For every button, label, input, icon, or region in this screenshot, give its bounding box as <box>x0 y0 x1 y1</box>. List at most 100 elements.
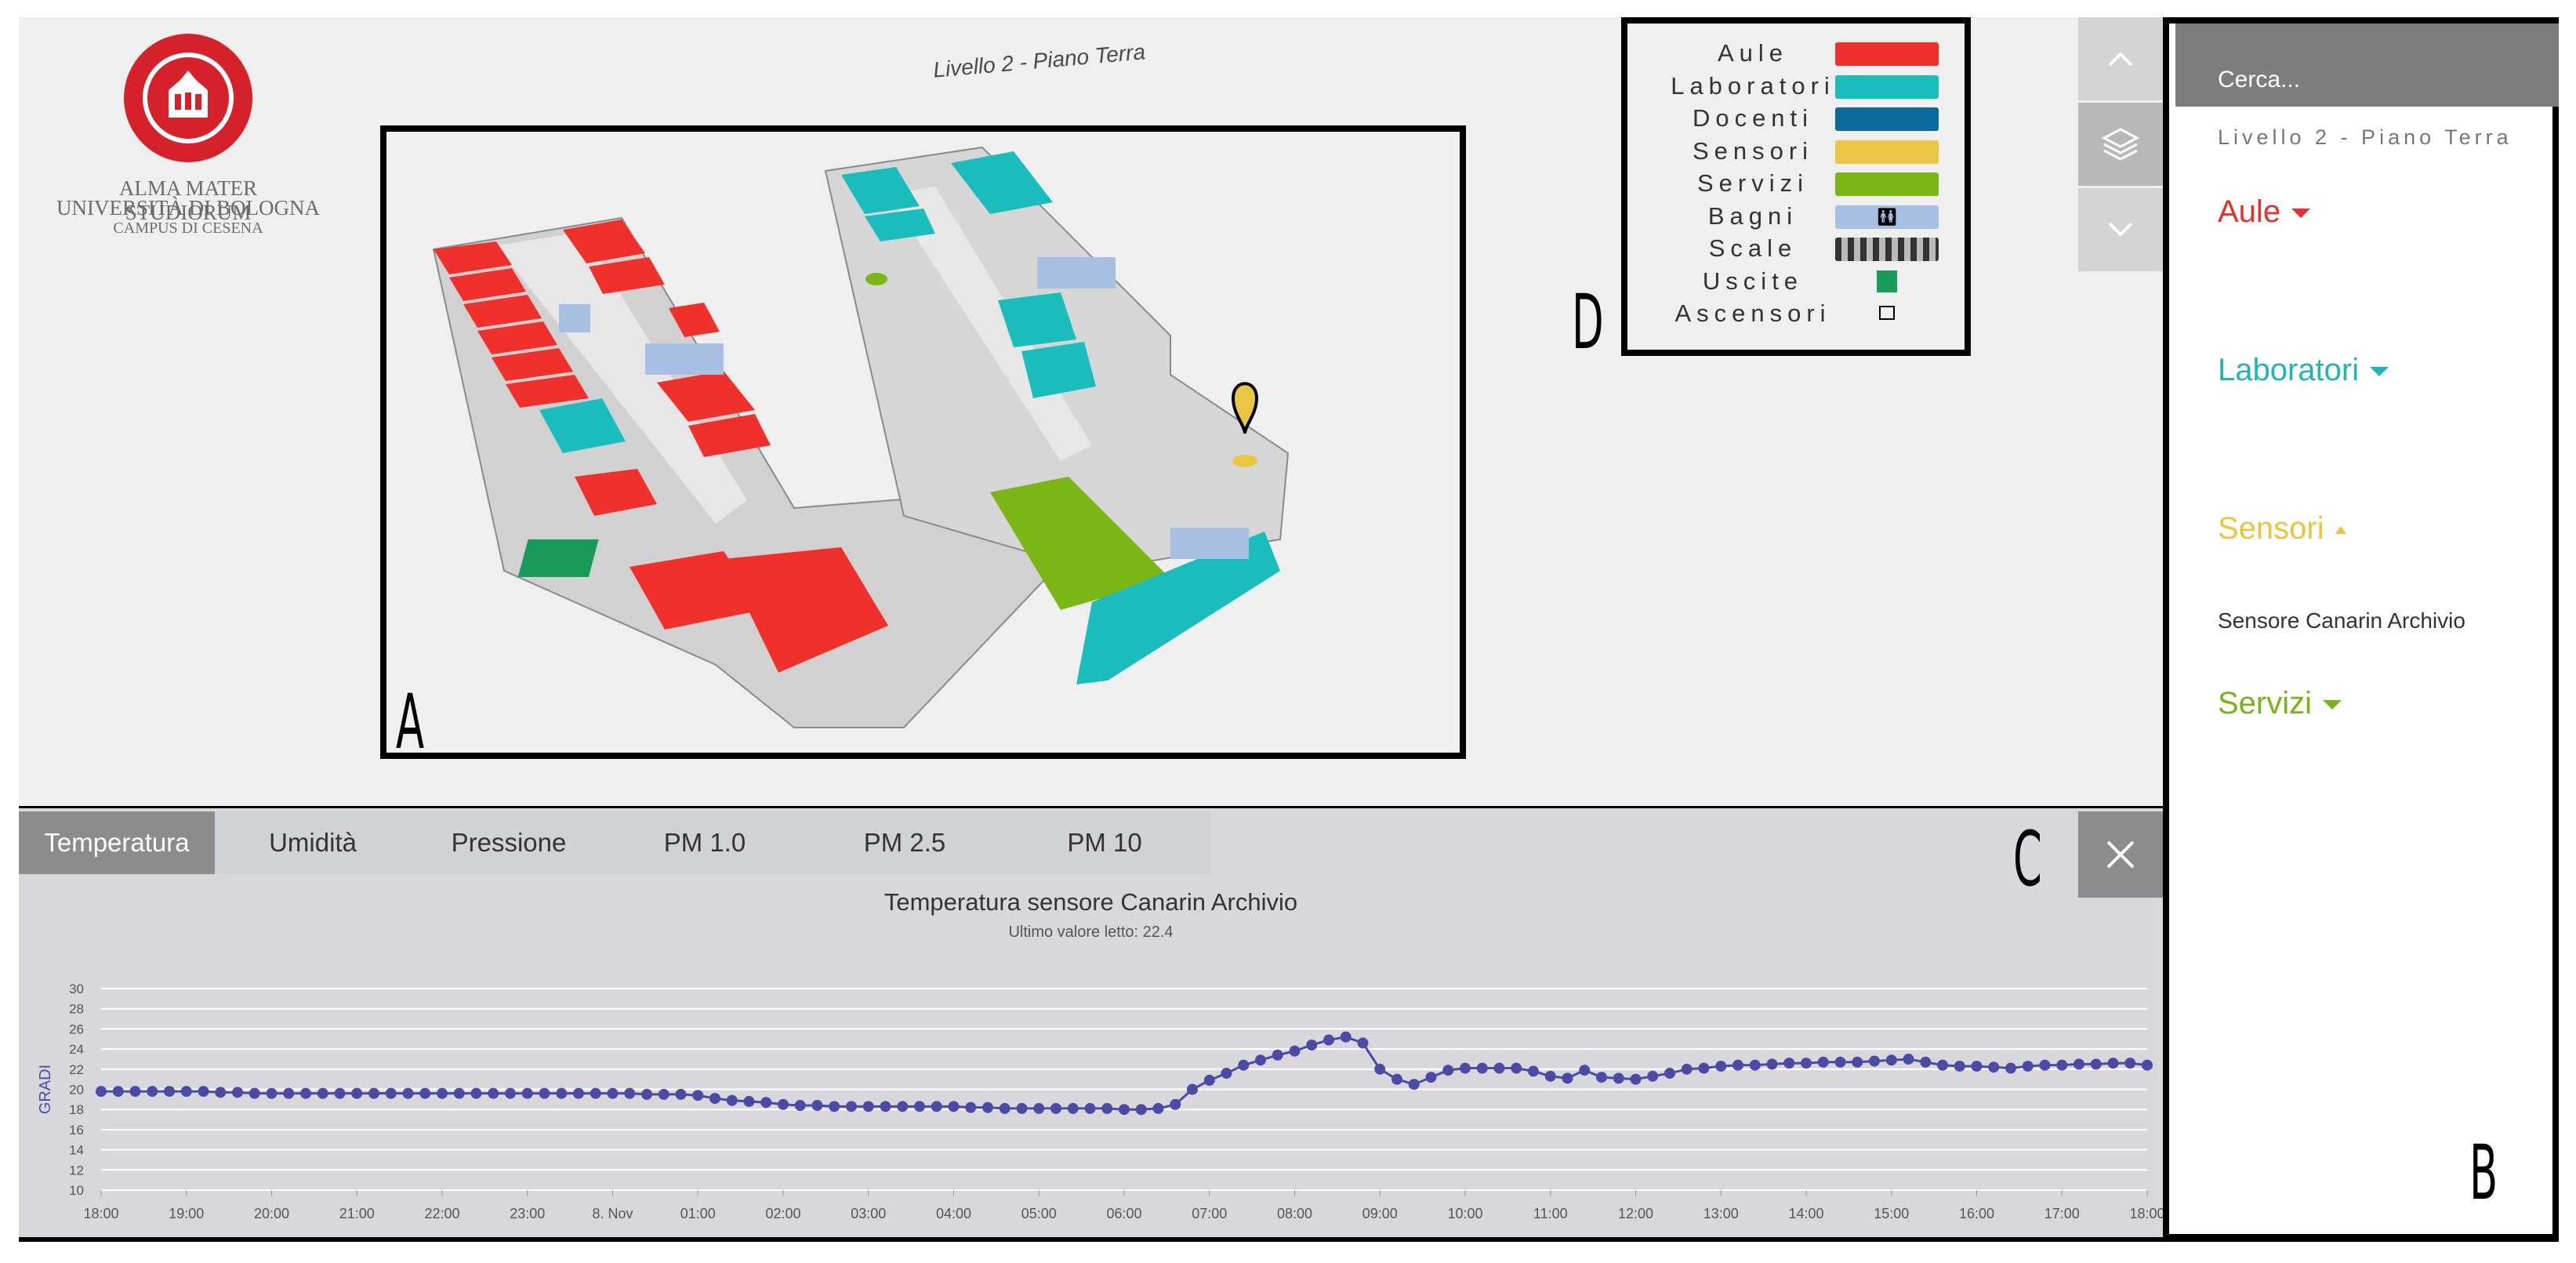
legend-row: Ascensori <box>1627 299 1965 332</box>
tab-pm10[interactable]: PM 10 <box>1007 811 1203 874</box>
x-tick-label: 12:00 <box>1618 1206 1653 1221</box>
data-point <box>778 1098 789 1110</box>
data-point <box>1135 1104 1147 1116</box>
data-point <box>624 1087 636 1099</box>
x-tick-label: 21:00 <box>339 1206 375 1221</box>
temperature-chart[interactable]: 10 12 14 16 18 20 22 24 26 28 30 GRADI 18:00 19:00 20:… <box>19 949 2163 1232</box>
layers-button[interactable] <box>2078 103 2163 186</box>
x-tick-label: 8. Nov <box>592 1206 633 1221</box>
data-point <box>1272 1049 1283 1061</box>
y-tick-label: 16 <box>69 1123 84 1138</box>
legend: Aule Laboratori Docenti Sensori Servizi Bagni… <box>1621 17 1971 356</box>
data-point <box>2090 1058 2102 1070</box>
data-point <box>1698 1062 1710 1074</box>
x-tick-label: 23:00 <box>510 1206 545 1221</box>
restroom-icon <box>559 257 1249 559</box>
laboratori-rooms[interactable] <box>841 151 1280 684</box>
floorplan-map[interactable] <box>386 132 1460 753</box>
tab-pm1[interactable]: PM 1.0 <box>607 811 803 874</box>
category-label: Laboratori <box>2218 353 2360 387</box>
legend-label: Aule <box>1717 39 1789 67</box>
data-point <box>726 1094 738 1106</box>
exit-icon <box>517 539 599 577</box>
x-tick-label: 11:00 <box>1533 1206 1568 1221</box>
annotation-c: C <box>2013 815 2042 903</box>
data-point <box>794 1100 806 1112</box>
y-tick-label: 30 <box>69 982 84 996</box>
data-point <box>215 1087 227 1098</box>
servizi-marker[interactable] <box>865 273 887 285</box>
map-controls <box>2078 17 2163 271</box>
tab-label: Temperatura <box>44 828 190 857</box>
legend-label: Servizi <box>1696 169 1809 197</box>
category-aule[interactable]: Aule <box>2218 194 2311 230</box>
elevator-icon <box>1835 303 1939 326</box>
level-up-button[interactable] <box>2078 17 2163 100</box>
data-point <box>1033 1102 1045 1114</box>
legend-label: Scale <box>1708 234 1798 262</box>
data-point <box>1732 1059 1743 1071</box>
sensor-item[interactable]: Sensore Canarin Archivio <box>2218 608 2465 633</box>
level-down-button[interactable] <box>2078 188 2163 271</box>
data-point <box>1954 1060 1965 1072</box>
legend-swatch <box>1835 107 1939 131</box>
tab-pm25[interactable]: PM 2.5 <box>803 811 1007 874</box>
x-tick-label: 18:00 <box>2129 1206 2163 1221</box>
legend-swatch <box>1835 172 1939 196</box>
data-point <box>743 1095 755 1107</box>
x-tick-label: 20:00 <box>254 1206 289 1221</box>
data-point <box>999 1102 1010 1114</box>
aule-rooms[interactable] <box>434 220 888 673</box>
servizi-room[interactable] <box>990 477 1170 610</box>
logo-line-1: ALMA MATER STUDIORUM <box>118 176 258 224</box>
stairs-icon <box>1835 238 1939 261</box>
x-tick-label: 06:00 <box>1106 1206 1141 1221</box>
data-point <box>880 1101 891 1112</box>
y-tick-label: 10 <box>69 1183 84 1198</box>
tab-label: PM 2.5 <box>863 828 946 857</box>
data-point <box>2005 1062 2016 1074</box>
data-point <box>1493 1062 1505 1074</box>
data-point <box>846 1101 857 1112</box>
data-point <box>1783 1058 1795 1069</box>
data-point <box>129 1086 141 1098</box>
data-point <box>1084 1102 1096 1114</box>
category-servizi[interactable]: Servizi <box>2218 686 2342 721</box>
data-point <box>1442 1065 1454 1076</box>
logo-line-2: UNIVERSITÀ DI BOLOGNA <box>56 196 320 220</box>
data-point <box>147 1086 158 1098</box>
x-tick-label: 22:00 <box>424 1206 459 1221</box>
close-chart-button[interactable] <box>2078 811 2163 898</box>
category-label: Aule <box>2218 194 2281 229</box>
legend-label: Ascensori <box>1674 299 1831 327</box>
category-label: Sensori <box>2218 511 2324 546</box>
data-point <box>334 1087 346 1099</box>
data-point <box>2142 1059 2153 1071</box>
tab-temperatura[interactable]: Temperatura <box>19 811 215 874</box>
chart-title: Temperatura sensore Canarin Archivio <box>883 888 1298 916</box>
data-point <box>982 1101 993 1113</box>
data-point <box>1255 1054 1266 1066</box>
legend-row: Uscite <box>1627 267 1965 300</box>
data-point <box>317 1087 328 1099</box>
tab-strip: Temperatura Umidità Pressione PM 1.0 PM … <box>19 811 1210 874</box>
data-point <box>1357 1037 1369 1049</box>
sensor-marker-icon[interactable] <box>1231 382 1259 467</box>
data-point <box>419 1087 431 1099</box>
x-tick-label: 07:00 <box>1192 1206 1227 1221</box>
category-label: Servizi <box>2218 686 2313 720</box>
data-point <box>2073 1058 2084 1070</box>
tab-pressione[interactable]: Pressione <box>411 811 607 874</box>
category-sensori[interactable]: Sensori <box>2218 511 2346 546</box>
category-laboratori[interactable]: Laboratori <box>2218 353 2389 388</box>
search-input[interactable] <box>2175 24 2559 107</box>
data-point <box>1391 1073 1402 1085</box>
x-tick-label: 05:00 <box>1021 1206 1057 1221</box>
data-point <box>1152 1102 1164 1114</box>
data-point <box>897 1101 909 1112</box>
tab-umidita[interactable]: Umidità <box>215 811 411 874</box>
university-logo: ALMA MATER STUDIORUM UNIVERSITÀ DI BOLOG… <box>55 31 321 243</box>
data-point <box>1374 1063 1386 1075</box>
annotation-d: D <box>1572 278 1604 366</box>
sidebar-level-title: Livello 2 - Piano Terra <box>2218 125 2513 149</box>
